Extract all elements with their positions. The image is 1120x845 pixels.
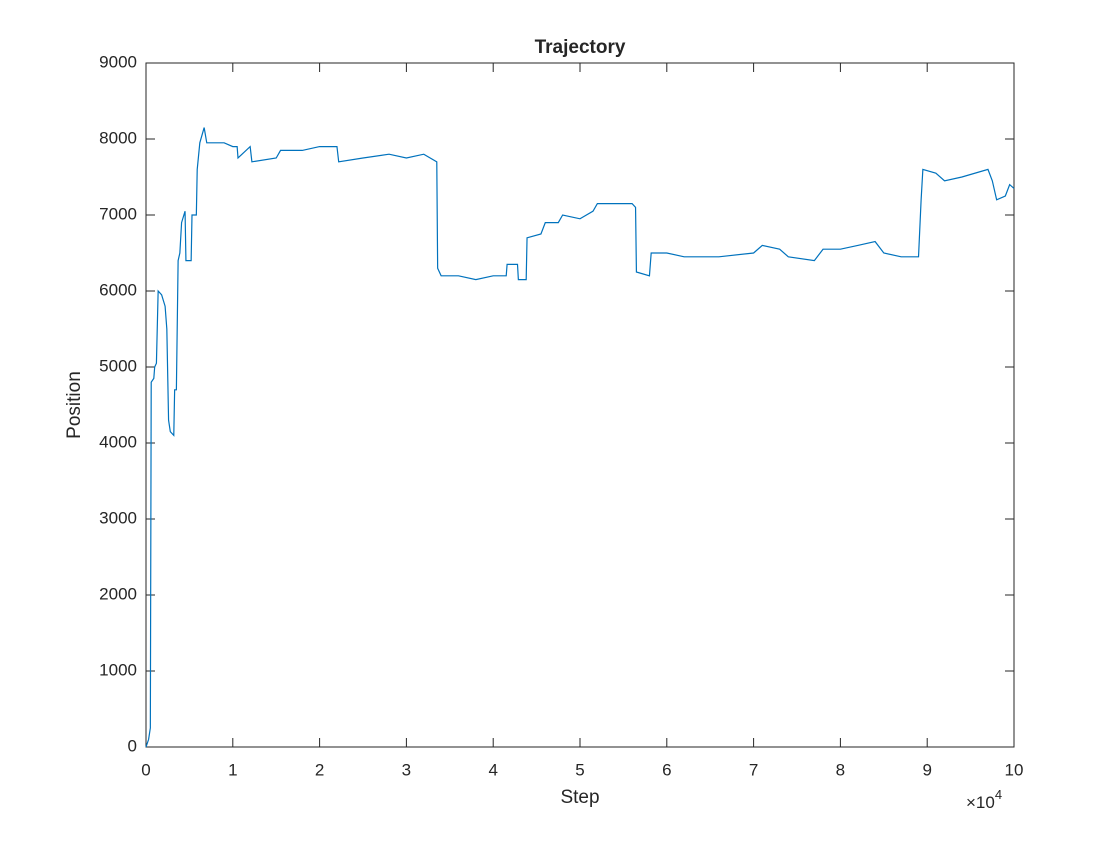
- x-axis-label: Step: [560, 787, 599, 808]
- x-tick-label: 3: [402, 760, 411, 779]
- y-tick-label: 0: [128, 736, 137, 755]
- x-tick-label: 7: [749, 760, 758, 779]
- y-tick-label: 5000: [99, 356, 137, 375]
- y-tick-label: 8000: [99, 128, 137, 147]
- x-multiplier-power: 4: [995, 787, 1002, 802]
- chart-title: Trajectory: [535, 37, 626, 58]
- y-tick-label: 9000: [99, 52, 137, 71]
- x-tick-label: 10: [1005, 760, 1024, 779]
- x-tick-label: 0: [141, 760, 150, 779]
- y-tick-label: 1000: [99, 660, 137, 679]
- y-tick-label: 4000: [99, 432, 137, 451]
- x-tick-label: 6: [662, 760, 671, 779]
- y-tick-label: 2000: [99, 584, 137, 603]
- plot-area: [145, 62, 1015, 748]
- x-tick-label: 4: [488, 760, 497, 779]
- x-tick-label: 1: [228, 760, 237, 779]
- x-tick-label: 8: [836, 760, 845, 779]
- y-tick-label: 7000: [99, 204, 137, 223]
- y-axis-label: Position: [64, 371, 85, 439]
- y-tick-label: 6000: [99, 280, 137, 299]
- x-multiplier-base: ×10: [966, 793, 995, 812]
- x-tick-label: 2: [315, 760, 324, 779]
- x-tick-label: 9: [922, 760, 931, 779]
- x-tick-label: 5: [575, 760, 584, 779]
- x-multiplier: ×104: [966, 787, 1002, 812]
- data-line: [145, 127, 1015, 748]
- y-tick-label: 3000: [99, 508, 137, 527]
